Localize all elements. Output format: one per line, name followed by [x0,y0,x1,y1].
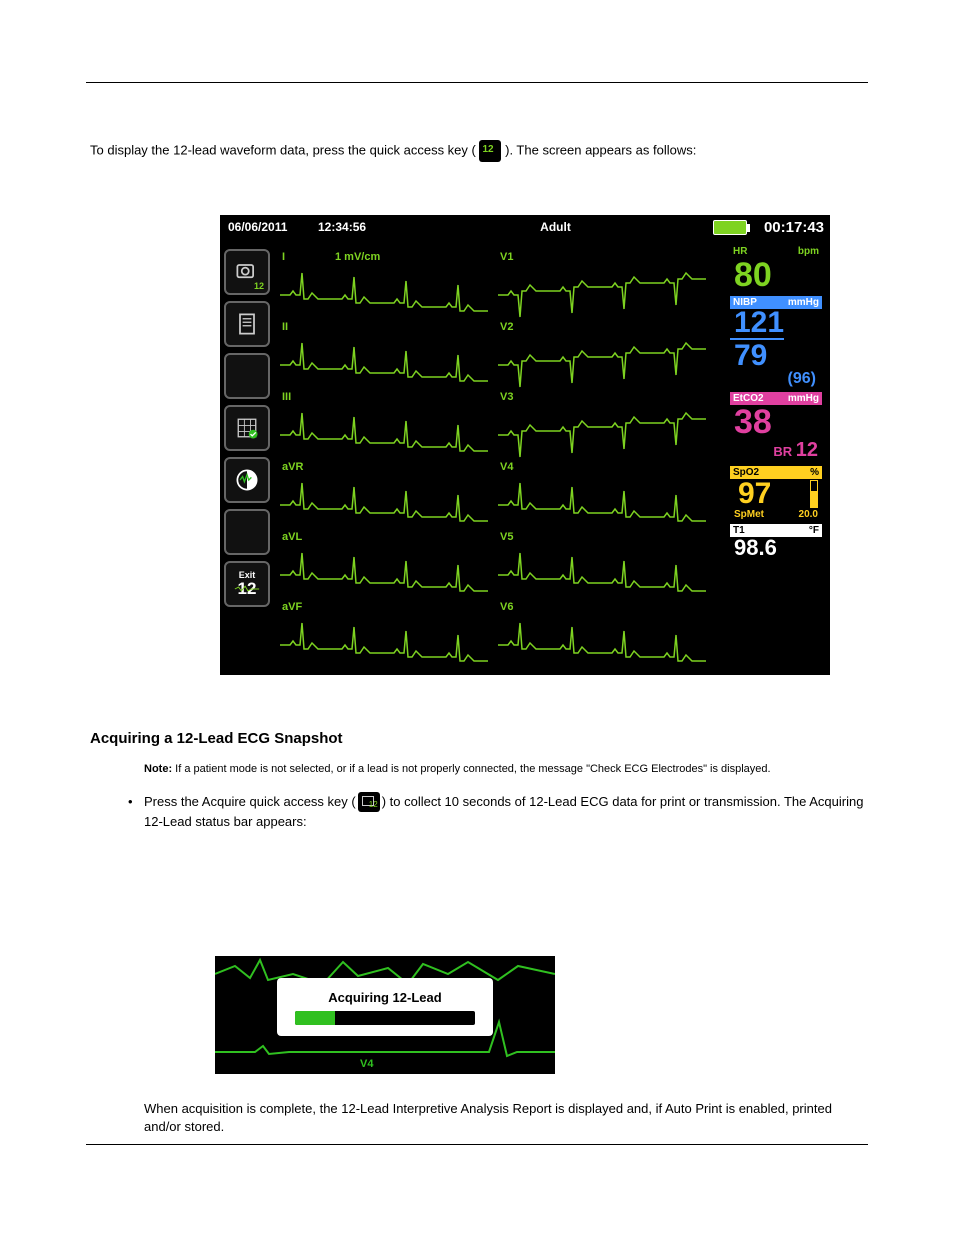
br-label: BR [773,444,792,459]
vitals-panel: HRbpm 80 NIBPmmHg 121 79 (96) EtCO2mmHg … [726,243,826,663]
nibp-unit: mmHg [788,297,819,308]
note-paragraph: Note: If a patient mode is not selected,… [144,761,864,778]
etco2-unit: mmHg [788,393,819,404]
acquire-snapshot-button[interactable]: 12 [224,249,270,295]
spo2-value: 97 [734,479,771,509]
hr-value: 80 [730,258,822,292]
monitor-screenshot: 06/06/2011 12:34:56 Adult 00:17:43 12 Ex… [220,215,830,675]
date-display: 06/06/2011 [228,220,318,234]
contrast-button[interactable] [224,457,270,503]
etco2-block: EtCO2mmHg 38 BR 12 [726,390,826,464]
waveform-row-V4: V4 [498,459,708,529]
intro-prefix: To display the 12-lead waveform data, pr… [90,142,476,157]
waveform-row-V5: V5 [498,529,708,599]
waveform-row-aVL: aVL [280,529,490,599]
progress-bar [295,1011,475,1025]
waveform-row-III: III [280,389,490,459]
waveform-row-II: II [280,319,490,389]
quick-access-sidebar: 12 Exit 12 [224,249,270,607]
acquiring-label: Acquiring 12-Lead [328,990,441,1005]
acquiring-screenshot: Acquiring 12-Lead V4 [215,956,555,1074]
blank-button-2[interactable] [224,509,270,555]
patient-mode: Adult [398,220,713,234]
progress-fill [295,1011,335,1025]
step-prefix: Press the Acquire quick access key ( [144,794,356,809]
waveform-column-left: I1 mV/cmIIIIIaVRaVLaVF [280,249,490,669]
br-value: 12 [796,439,818,461]
hr-unit: bpm [798,246,819,257]
elapsed-time: 00:17:43 [750,219,830,236]
blank-button-1[interactable] [224,353,270,399]
waveform-row-V6: V6 [498,599,708,669]
report-button[interactable] [224,301,270,347]
nibp-sys: 121 [730,309,784,340]
page-top-rule [86,82,868,83]
acquire-section: Acquiring a 12-Lead ECG Snapshot Note: I… [90,730,864,832]
waveform-row-aVF: aVF [280,599,490,669]
waveform-column-right: V1V2V3V4V5V6 [498,249,708,669]
waveform-row-V3: V3 [498,389,708,459]
intro-text: To display the 12-lead waveform data, pr… [90,140,864,162]
intro-suffix: ). The screen appears as follows: [505,142,696,157]
nibp-dia: 79 [730,342,822,371]
spo2-block: SpO2% 97 SpMet20.0 [726,464,826,522]
page-bottom-rule [86,1144,868,1145]
v4-label: V4 [360,1058,373,1070]
waveform-row-aVR: aVR [280,459,490,529]
section-title: Acquiring a 12-Lead ECG Snapshot [90,730,864,747]
waveform-area: I1 mV/cmIIIIIaVRaVLaVF V1V2V3V4V5V6 [280,249,720,669]
spmet-label: SpMet [734,509,764,520]
waveform-row-V1: V1 [498,249,708,319]
etco2-value: 38 [730,405,822,439]
acquire-icon [358,792,380,812]
waveform-row-V2: V2 [498,319,708,389]
note-text: If a patient mode is not selected, or if… [175,763,770,775]
spo2-bar [810,480,818,508]
waveform-row-I: I1 mV/cm [280,249,490,319]
t1-unit: °F [809,525,819,536]
grid-button[interactable] [224,405,270,451]
time-display: 12:34:56 [318,220,398,234]
twelve-lead-icon [479,140,501,162]
nibp-block: NIBPmmHg 121 79 (96) [726,294,826,390]
battery-icon [713,220,747,235]
acquiring-dialog: Acquiring 12-Lead [277,978,493,1036]
step-paragraph: Press the Acquire quick access key () to… [144,792,864,832]
exit-12-button[interactable]: Exit 12 [224,561,270,607]
note-label: Note: [144,763,172,775]
spo2-unit: % [810,467,819,478]
spmet-value: 20.0 [799,509,818,520]
nibp-map: (96) [730,370,822,388]
top-bar: 06/06/2011 12:34:56 Adult 00:17:43 [220,215,830,239]
t1-block: T1°F 98.6 [726,522,826,561]
final-paragraph: When acquisition is complete, the 12-Lea… [144,1100,864,1136]
t1-value: 98.6 [730,537,822,559]
hr-block: HRbpm 80 [726,243,826,294]
snapshot-12-label: 12 [254,281,264,291]
